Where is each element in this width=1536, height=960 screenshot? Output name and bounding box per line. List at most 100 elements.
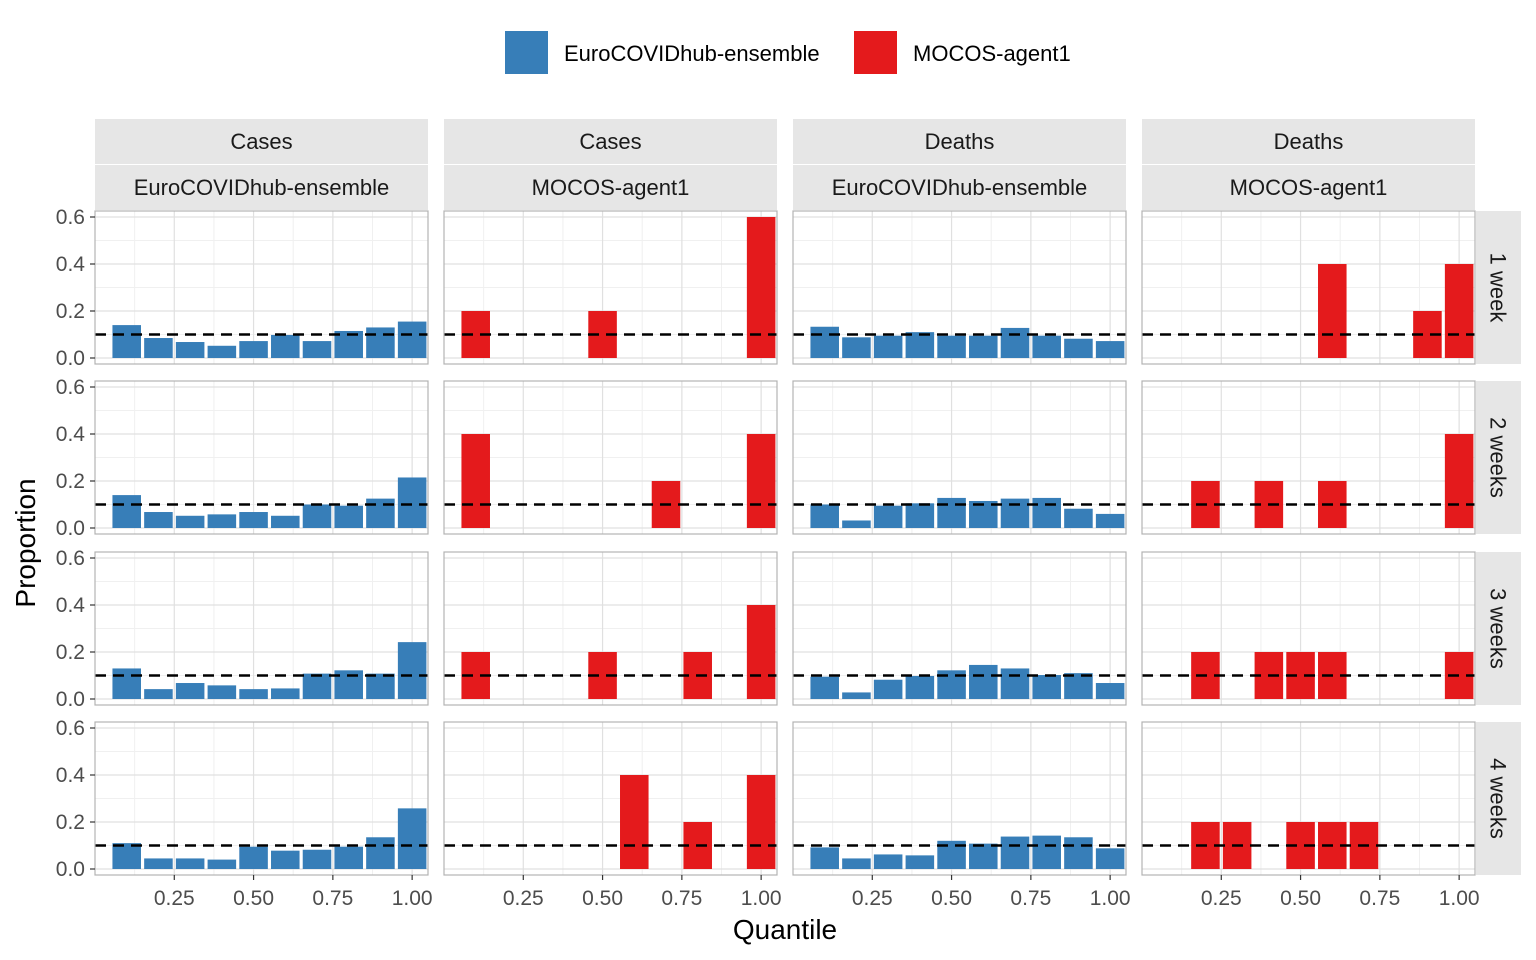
bar [842, 692, 871, 699]
panel-border [1141, 721, 1476, 876]
panel-r3-c1: 0.25 0.50 0.75 1.00 [443, 721, 782, 910]
bar [969, 664, 998, 699]
x-tick-label: 0.75 [661, 887, 702, 910]
x-tick-label: 0.75 [1359, 887, 1400, 910]
y-tick-label: 0.0 [56, 347, 85, 370]
x-tick-label: 1.00 [1090, 887, 1131, 910]
legend-key [854, 31, 897, 74]
bar [905, 855, 935, 869]
bar [873, 505, 903, 528]
y-tick-label: 0.4 [56, 764, 86, 787]
panel-border [792, 721, 1127, 876]
panel-r1-c3 [1141, 380, 1476, 535]
bar [1064, 673, 1093, 699]
x-tick-label: 0.50 [233, 887, 274, 910]
panel-border [94, 551, 429, 706]
strip-horizon-label-0: 1 week [1486, 253, 1511, 324]
x-tick-label: 0.75 [312, 887, 353, 910]
bar [397, 808, 427, 869]
bar [207, 345, 237, 358]
y-tick-label: 0.4 [56, 253, 86, 276]
panel-border [792, 551, 1127, 706]
bar [239, 846, 268, 869]
bar [1095, 848, 1125, 869]
strip-target-label-2: Deaths [925, 129, 995, 154]
bar [746, 775, 776, 869]
y-tick-label: 0.2 [56, 470, 85, 493]
strip-target-1 [444, 119, 777, 164]
y-axis-title: Proportion [10, 478, 41, 607]
bar [810, 504, 839, 528]
bar [175, 858, 205, 869]
bar [1064, 837, 1093, 869]
bar [271, 334, 300, 358]
bar [271, 850, 300, 869]
bar [1444, 264, 1474, 358]
strip-model-1 [444, 165, 777, 210]
strip-horizon-label-3: 4 weeks [1486, 758, 1511, 839]
bar [873, 679, 903, 699]
x-tick-label: 0.25 [1201, 887, 1242, 910]
x-tick-label: 0.25 [503, 887, 544, 910]
strip-model-label-2: EuroCOVIDhub-ensemble [832, 175, 1088, 200]
bar [842, 337, 871, 358]
bar [1095, 513, 1125, 528]
bar [1095, 683, 1125, 699]
bar [746, 605, 776, 699]
bar [1032, 675, 1061, 699]
strip-horizon-label-2: 3 weeks [1486, 588, 1511, 669]
strip-model-label-3: MOCOS-agent1 [1230, 175, 1388, 200]
panel-r0-c3 [1141, 210, 1476, 365]
panel-border [443, 721, 778, 876]
panel-border [1141, 210, 1476, 365]
bar [366, 498, 395, 528]
strip-horizon-3 [1476, 722, 1521, 875]
panel-border [443, 551, 778, 706]
bar [1095, 341, 1125, 358]
panel-r0-c1 [443, 210, 778, 365]
bar [397, 642, 427, 699]
bar [620, 775, 649, 869]
bar [1032, 835, 1061, 869]
bar [1064, 508, 1093, 528]
strip-target-label-0: Cases [230, 129, 292, 154]
legend-label: EuroCOVIDhub-ensemble [564, 41, 820, 66]
bar [175, 683, 205, 699]
bar [366, 327, 395, 358]
panel-r0-c2 [792, 210, 1127, 365]
y-tick-label: 0.4 [56, 594, 86, 617]
panel-border [443, 210, 778, 365]
bar [302, 341, 332, 358]
panel-border [94, 380, 429, 535]
x-tick-label: 1.00 [741, 887, 782, 910]
bar [842, 520, 871, 528]
bar [112, 495, 141, 528]
y-tick-label: 0.2 [56, 300, 85, 323]
bar [1000, 327, 1030, 358]
x-tick-label: 1.00 [392, 887, 433, 910]
bar [969, 843, 998, 869]
bar [302, 849, 332, 869]
bar [112, 668, 141, 699]
panel-r1-c1 [443, 380, 778, 535]
legend: EuroCOVIDhub-ensemble MOCOS-agent1 [505, 31, 1071, 74]
y-tick-label: 0.6 [56, 717, 85, 740]
x-tick-label: 0.25 [154, 887, 195, 910]
panel-r0-c0: 0.0 0.2 0.4 0.6 [56, 206, 429, 370]
bar [937, 335, 966, 358]
bar [144, 338, 173, 358]
bar [207, 859, 237, 869]
bar [1000, 498, 1030, 528]
strip-horizon-2 [1476, 552, 1521, 705]
x-tick-label: 1.00 [1439, 887, 1480, 910]
y-tick-label: 0.6 [56, 376, 85, 399]
panel-r3-c0: 0.0 0.2 0.4 0.6 0.25 0.50 0.75 1.00 [56, 717, 433, 910]
bar [1444, 434, 1474, 528]
panel-border [94, 210, 429, 365]
strip-model-label-1: MOCOS-agent1 [532, 175, 690, 200]
bar [810, 676, 839, 699]
bar [112, 325, 141, 358]
y-tick-label: 0.6 [56, 547, 85, 570]
bar [1032, 335, 1061, 358]
